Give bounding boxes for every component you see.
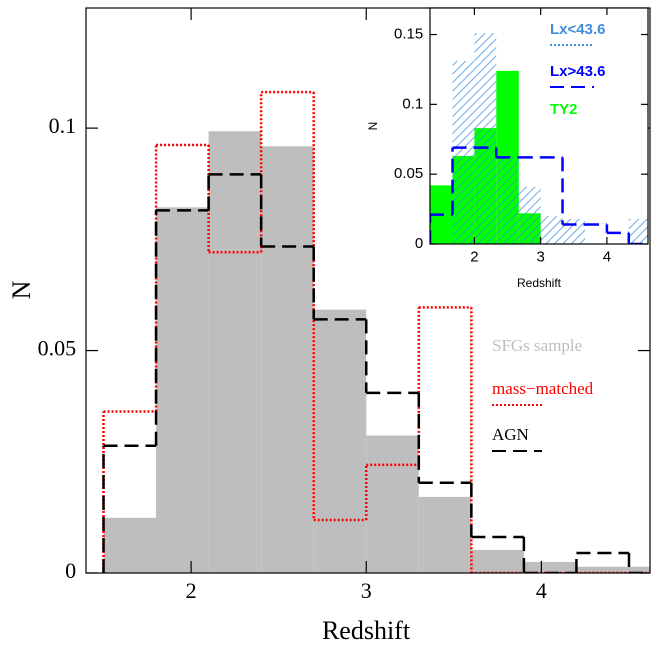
- histogram-bar: [452, 61, 475, 244]
- histogram-bar: [518, 186, 541, 244]
- plot-layer: [102, 90, 650, 573]
- histogram-bar: [523, 561, 577, 573]
- y-tick-label: 0.05: [38, 336, 77, 361]
- legend-label: TY2: [550, 101, 578, 118]
- plot-layer: [430, 33, 648, 244]
- legend-label: mass−matched: [492, 379, 594, 398]
- x-tick-label: 2: [186, 578, 197, 603]
- legend-label: SFGs sample: [492, 336, 582, 355]
- x-tick-label: 2: [470, 248, 478, 265]
- legend-label: Lx>43.6: [550, 63, 605, 80]
- histogram-bar: [576, 566, 629, 573]
- x-axis-label: Redshift: [517, 276, 562, 290]
- histogram-bar: [366, 435, 419, 573]
- plot-frame: [85, 7, 651, 574]
- histogram-bar: [474, 33, 497, 244]
- y-tick-label: 0.1: [49, 113, 77, 138]
- x-axis-label: Redshift: [322, 616, 411, 645]
- legend-label: AGN: [492, 425, 529, 444]
- histogram-bar: [540, 216, 563, 244]
- histogram-bar: [471, 549, 524, 573]
- histogram-bar: [156, 207, 209, 573]
- histogram-bar: [418, 496, 472, 573]
- x-tick-label: 4: [603, 248, 611, 265]
- histogram-bar: [562, 218, 586, 244]
- histogram-bar: [313, 309, 367, 573]
- histogram-bar: [628, 566, 650, 573]
- legend-label: Lx<43.6: [550, 21, 605, 38]
- histogram-bar: [261, 146, 314, 573]
- y-tick-label: 0.05: [394, 165, 423, 182]
- histogram-bar: [208, 131, 262, 573]
- plot-frame: [429, 7, 649, 245]
- histogram-bar: [103, 517, 157, 573]
- y-tick-label: 0.15: [394, 26, 423, 43]
- x-tick-label: 3: [536, 248, 544, 265]
- y-tick-label: 0: [65, 558, 76, 583]
- y-tick-label: 0.1: [402, 95, 423, 112]
- y-tick-label: 0: [415, 235, 423, 252]
- histogram-bar: [628, 218, 648, 244]
- histogram-bar: [496, 157, 519, 244]
- y-axis-label: N: [366, 122, 380, 131]
- x-tick-label: 3: [361, 578, 372, 603]
- y-axis-label: N: [7, 280, 36, 299]
- x-tick-label: 4: [536, 578, 547, 603]
